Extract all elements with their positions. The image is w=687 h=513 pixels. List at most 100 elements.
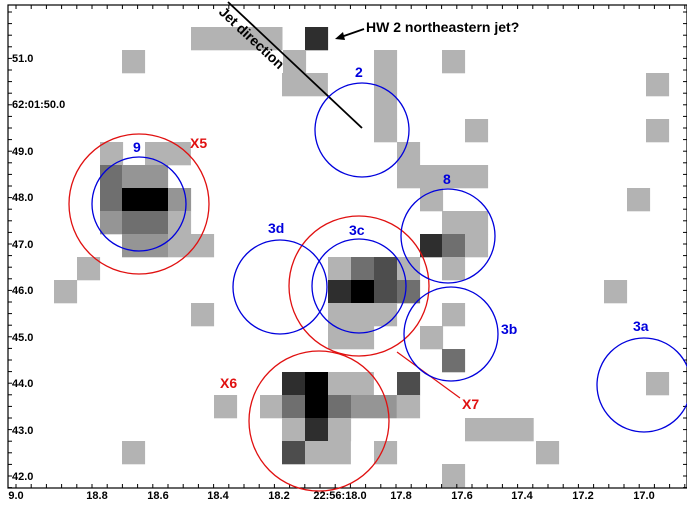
count-pixel xyxy=(328,257,352,281)
pixel-layer xyxy=(54,27,670,488)
label-3c: 3c xyxy=(349,222,365,238)
x-tick-label: 18.6 xyxy=(147,490,168,502)
count-pixel xyxy=(536,441,560,465)
count-pixel xyxy=(627,188,651,212)
y-tick-label: 48.0 xyxy=(12,192,33,204)
count-pixel xyxy=(145,234,169,258)
circle-3a xyxy=(596,337,687,433)
hw2-jet-label: HW 2 northeastern jet? xyxy=(366,19,519,35)
count-pixel xyxy=(374,73,398,97)
count-pixel xyxy=(191,234,215,258)
count-pixel xyxy=(442,234,466,258)
x-tick-label: 18.4 xyxy=(207,490,229,502)
count-pixel xyxy=(442,50,466,74)
label-8: 8 xyxy=(443,171,451,187)
count-pixel xyxy=(646,119,670,143)
count-pixel xyxy=(282,441,306,465)
count-pixel xyxy=(122,188,146,212)
count-pixel xyxy=(328,372,374,396)
label-x7: X7 xyxy=(462,396,479,412)
count-pixel xyxy=(465,211,489,235)
count-pixel xyxy=(328,280,352,304)
label-3d: 3d xyxy=(268,220,284,236)
count-pixel xyxy=(100,211,124,235)
count-pixel xyxy=(442,349,466,373)
count-pixel xyxy=(465,165,489,189)
circle-x5 xyxy=(68,133,210,275)
count-pixel xyxy=(374,257,398,281)
count-pixel xyxy=(168,211,192,235)
label-x6: X6 xyxy=(220,375,237,391)
count-pixel xyxy=(646,372,670,396)
x-tick-label: 17.8 xyxy=(390,490,411,502)
count-pixel xyxy=(351,326,375,350)
circle-8 xyxy=(400,188,496,284)
hw2-jet-arrowhead xyxy=(335,32,345,40)
count-pixel xyxy=(374,303,398,327)
count-pixel xyxy=(305,372,329,396)
count-pixel xyxy=(442,211,466,235)
axes-frame xyxy=(7,4,687,489)
y-tick-label: 45.0 xyxy=(12,332,33,344)
circle-x7 xyxy=(288,215,430,357)
count-pixel xyxy=(168,188,192,212)
count-pixel xyxy=(145,142,191,166)
count-pixel xyxy=(77,257,101,281)
count-pixel xyxy=(351,257,375,281)
count-pixel xyxy=(260,395,284,419)
count-pixel xyxy=(465,119,489,143)
count-pixel xyxy=(100,142,124,166)
count-pixel xyxy=(282,395,306,419)
count-pixel xyxy=(442,303,466,327)
x-tick-label: 18.2 xyxy=(268,490,289,502)
circle-3c xyxy=(311,238,407,334)
count-pixel xyxy=(397,395,421,419)
count-pixel xyxy=(351,395,397,419)
count-pixel xyxy=(100,188,124,212)
count-pixel xyxy=(465,418,534,442)
count-pixel xyxy=(122,50,146,74)
count-pixel xyxy=(54,280,78,304)
circle-9 xyxy=(91,156,187,252)
count-pixel xyxy=(282,418,306,442)
count-pixel xyxy=(420,234,444,258)
x-tick-label: 17.6 xyxy=(451,490,472,502)
count-pixel xyxy=(305,441,351,465)
x-tick-label: 17.4 xyxy=(511,490,533,502)
count-pixel xyxy=(145,211,169,235)
count-pixel xyxy=(420,326,444,350)
y-tick-label: 62:01:50.0 xyxy=(12,99,65,111)
count-pixel xyxy=(214,395,238,419)
label-2: 2 xyxy=(355,64,363,80)
count-pixel xyxy=(145,188,169,212)
count-pixel xyxy=(397,257,421,281)
count-pixel xyxy=(122,441,146,465)
count-pixel xyxy=(282,372,306,396)
count-pixel xyxy=(374,441,398,465)
circle-x6 xyxy=(248,350,390,492)
count-pixel xyxy=(397,142,421,166)
count-pixel xyxy=(122,211,146,235)
circle-3d xyxy=(232,239,328,335)
y-tick-label: 49.0 xyxy=(12,146,33,158)
count-pixel xyxy=(145,165,169,189)
count-pixel xyxy=(374,50,398,74)
count-pixel xyxy=(374,280,398,304)
count-pixel xyxy=(397,165,421,189)
count-pixel xyxy=(604,280,628,304)
x-tick-label: 9.0 xyxy=(8,490,23,502)
count-pixel xyxy=(328,303,352,327)
count-pixel xyxy=(328,326,352,350)
hw2-jet-arrow xyxy=(340,28,365,38)
count-pixel xyxy=(328,418,352,442)
y-tick-label: 47.0 xyxy=(12,239,33,251)
count-pixel xyxy=(305,395,329,419)
count-pixel xyxy=(442,165,466,189)
count-pixel xyxy=(442,257,466,281)
count-pixel xyxy=(397,280,421,304)
count-pixel xyxy=(122,234,146,258)
label-x5: X5 xyxy=(190,135,207,151)
tick-marks xyxy=(8,5,687,489)
